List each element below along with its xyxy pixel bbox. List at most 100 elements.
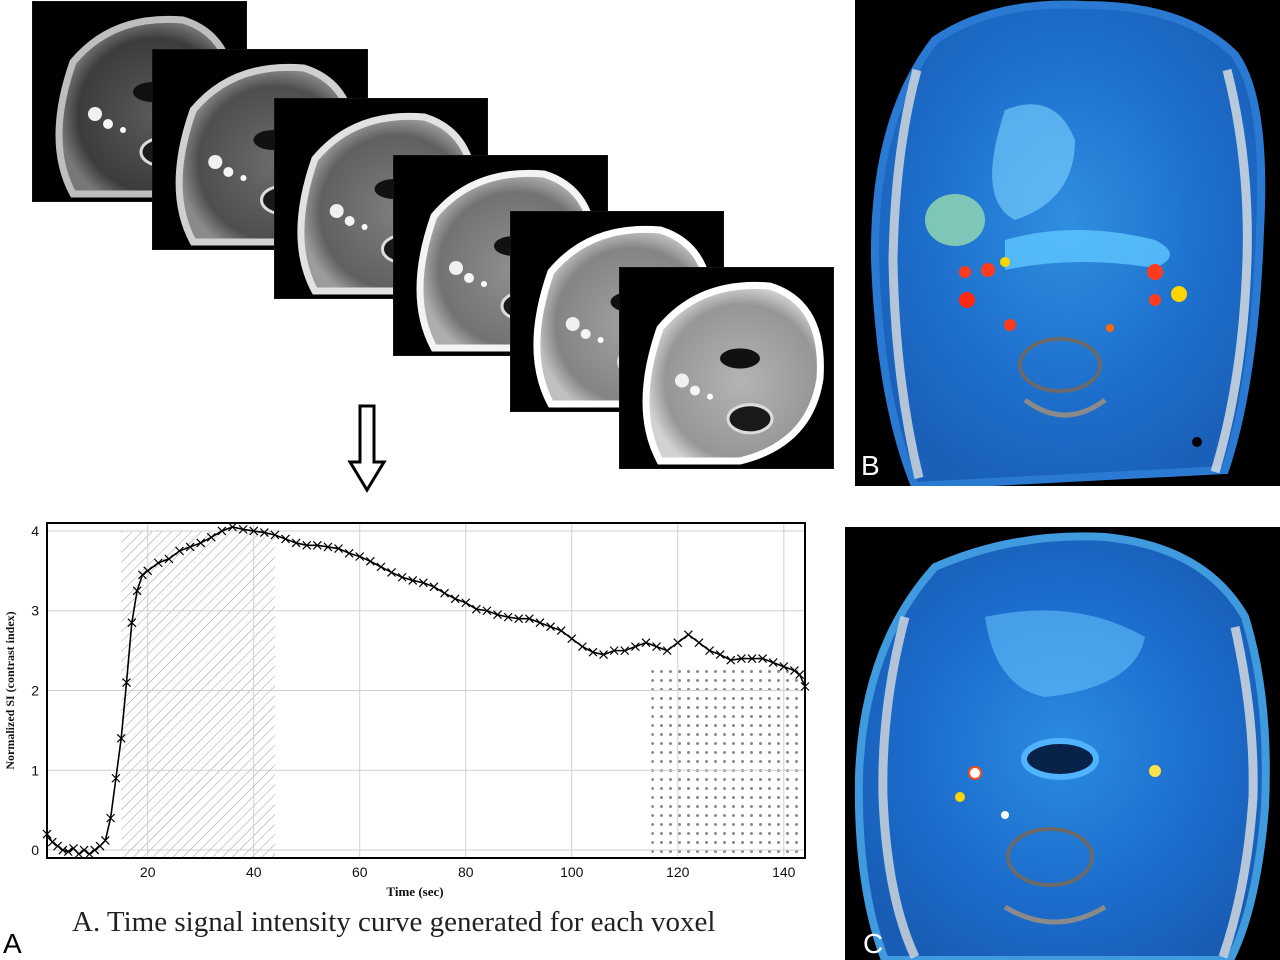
data-point [106,813,116,823]
data-point [567,634,577,644]
data-point [429,582,439,592]
data-point [238,524,248,534]
data-point [683,630,693,640]
parametric-map-b [855,0,1280,486]
data-point [302,540,312,550]
data-point [546,622,555,632]
x-tick-label: 80 [458,864,474,880]
data-point [63,847,73,857]
data-point [47,837,57,847]
data-point [514,614,524,624]
data-point [53,841,63,851]
data-point [503,612,513,622]
data-point [175,546,184,556]
data-point [42,829,52,839]
data-point [259,528,269,537]
data-point [90,845,100,855]
data-point [74,849,84,859]
data-point [715,650,725,660]
data-point [493,610,502,620]
data-point [127,618,137,628]
data-point [461,598,471,608]
data-point [387,568,396,577]
data-point [116,733,126,743]
data-point [355,552,365,561]
data-point [206,532,216,542]
data-point [418,578,428,588]
data-point [482,606,492,616]
data-point [196,538,206,548]
data-point [609,646,619,656]
figure-caption-a: A. Time signal intensity curve generated… [72,906,716,938]
x-tick-label: 140 [772,864,796,880]
data-point [58,845,68,855]
data-point [652,642,662,652]
plot-frame [46,522,806,859]
data-point [185,542,195,552]
data-point [630,642,640,652]
panel-label-b: B [861,450,880,481]
data-point [153,558,163,568]
y-tick-label: 2 [31,683,39,699]
data-point [365,556,375,566]
data-point [132,586,142,596]
y-axis-label: Normalized SI (contrast index) [3,611,17,769]
shaded-region-dots [651,666,805,858]
data-point [800,682,810,691]
mri-frame-6 [620,268,833,468]
parametric-map-b-image [870,0,1266,486]
x-tick-label: 20 [140,864,156,880]
data-point [471,604,481,614]
data-point [397,572,407,582]
data-point [164,554,174,564]
data-point [249,526,259,536]
data-point [673,638,683,648]
data-point [694,638,704,648]
x-tick-label: 60 [352,864,368,880]
data-point [143,566,153,576]
time-signal-intensity-chart: 20 40 60 80 100 120 140 0 1 2 3 4 Time (sec) Normaliz… [3,522,810,899]
data-point [577,642,587,652]
data-point [344,548,354,558]
x-tick-label: 120 [666,864,690,880]
y-tick-label: 1 [31,762,39,778]
shaded-region-hatch [121,530,275,858]
y-tick-label: 4 [31,523,39,539]
data-point [281,534,290,544]
data-point [334,544,343,553]
data-point [747,654,757,664]
data-point [228,522,237,532]
y-tick-label: 3 [31,603,39,619]
data-point [450,594,460,604]
data-point [726,655,736,665]
x-tick-label: 40 [246,864,262,880]
parametric-map-c-image [854,532,1270,960]
data-point [100,836,110,845]
data-point [789,666,799,675]
parametric-map-c [845,527,1280,960]
data-point [599,650,608,660]
data-point [137,570,147,580]
data-point [768,658,778,668]
panel-label-a: A [3,928,22,959]
data-point [111,773,121,783]
data-point [79,845,89,855]
data-point [312,540,322,550]
data-point [270,530,280,540]
data-point [535,618,545,628]
data-point [84,849,94,859]
down-arrow-icon [347,404,387,493]
data-point [620,646,630,656]
x-axis-label: Time (sec) [386,884,443,899]
data-point [662,646,672,656]
data-point [758,654,768,664]
x-tick-label: 100 [560,864,584,880]
data-point [795,670,805,679]
data-point [122,678,131,687]
data-point [440,588,449,598]
panel-label-c: C [863,928,884,959]
data-point [556,626,566,636]
data-point [217,526,227,536]
data-point [376,562,386,572]
data-point [779,662,789,671]
